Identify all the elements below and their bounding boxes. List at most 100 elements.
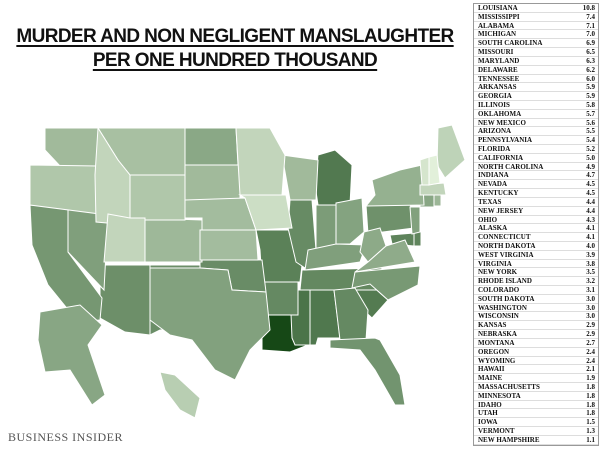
state-name: IOWA bbox=[478, 418, 498, 427]
rate: 2.9 bbox=[586, 330, 595, 339]
state bbox=[184, 164, 241, 201]
state bbox=[335, 197, 365, 245]
state-name: DELAWARE bbox=[478, 65, 518, 74]
rate: 2.1 bbox=[586, 365, 595, 374]
state-name: LOUISIANA bbox=[478, 4, 518, 12]
table-row: PENNSYLVANIA 5.4 bbox=[474, 136, 598, 145]
rate: 2.7 bbox=[586, 338, 595, 347]
rate: 3.0 bbox=[586, 294, 595, 303]
state bbox=[433, 194, 442, 207]
table-row: NEW HAMPSHIRE 1.1 bbox=[474, 436, 598, 445]
state bbox=[44, 127, 99, 167]
state-name: OREGON bbox=[478, 347, 510, 356]
state-name: KANSAS bbox=[478, 321, 507, 330]
rate: 3.2 bbox=[586, 277, 595, 286]
source: BUSINESS INSIDER bbox=[8, 430, 124, 444]
rate: 4.7 bbox=[586, 171, 595, 180]
table-row: NORTH DAKOTA 4.0 bbox=[474, 242, 598, 251]
rate: 7.1 bbox=[586, 21, 595, 30]
table-row: KENTUCKY 4.5 bbox=[474, 189, 598, 198]
state bbox=[419, 156, 430, 186]
state-name: SOUTH CAROLINA bbox=[478, 39, 543, 48]
rate: 3.8 bbox=[586, 259, 595, 268]
table-row: VIRGINIA 3.8 bbox=[474, 260, 598, 269]
rate: 6.3 bbox=[586, 56, 595, 65]
rate: 4.3 bbox=[586, 215, 595, 224]
table-row: OHIO 4.3 bbox=[474, 216, 598, 225]
us-map bbox=[29, 124, 466, 419]
state bbox=[436, 124, 466, 179]
table-row: ARIZONA 5.5 bbox=[474, 127, 598, 137]
table-row: IOWA 1.5 bbox=[474, 418, 598, 427]
table-row: SOUTH CAROLINA 6.9 bbox=[474, 39, 598, 49]
rate: 4.1 bbox=[586, 224, 595, 233]
rate: 1.5 bbox=[586, 418, 595, 427]
state bbox=[354, 239, 416, 273]
table-row: OREGON 2.4 bbox=[474, 348, 598, 357]
state bbox=[235, 127, 286, 196]
table-row: LOUISIANA 10.8 bbox=[474, 4, 598, 13]
state-name: ALASKA bbox=[478, 224, 508, 233]
rate: 5.4 bbox=[586, 136, 595, 145]
state-name: ARIZONA bbox=[478, 127, 512, 136]
rate: 1.9 bbox=[586, 374, 595, 383]
state-name: CALIFORNIA bbox=[478, 153, 524, 162]
table-row: MARYLAND 6.3 bbox=[474, 57, 598, 66]
table-row: NEW MEXICO 5.6 bbox=[474, 119, 598, 128]
rate: 2.9 bbox=[586, 321, 595, 330]
state-name: HAWAII bbox=[478, 365, 505, 374]
table-row: RHODE ISLAND 3.2 bbox=[474, 277, 598, 286]
state-name: COLORADO bbox=[478, 286, 520, 294]
table-row: NORTH CAROLINA 4.9 bbox=[474, 163, 598, 172]
rate: 2.4 bbox=[586, 356, 595, 365]
rate: 4.1 bbox=[586, 233, 595, 242]
state bbox=[199, 229, 259, 261]
state-name: OHIO bbox=[478, 215, 498, 224]
state-name: MISSISSIPPI bbox=[478, 12, 520, 21]
state bbox=[351, 265, 421, 301]
rate: 5.9 bbox=[586, 92, 595, 101]
state-name: INDIANA bbox=[478, 171, 509, 180]
rate: 1.8 bbox=[586, 400, 595, 409]
state-name: MINNESOTA bbox=[478, 391, 521, 400]
table-row: IDAHO 1.8 bbox=[474, 401, 598, 410]
rate: 5.2 bbox=[586, 145, 595, 153]
table-row: COLORADO 3.1 bbox=[474, 286, 598, 295]
table-row: HAWAII 2.1 bbox=[474, 365, 598, 375]
table-row: MASSACHUSETTS 1.8 bbox=[474, 383, 598, 392]
rate: 5.0 bbox=[586, 153, 595, 162]
state-name: NEW YORK bbox=[478, 268, 518, 277]
rate: 5.9 bbox=[586, 83, 595, 92]
rate-table: LOUISIANA 10.8 MISSISSIPPI 7.4 ALABAMA 7.1 MIC… bbox=[473, 3, 599, 446]
rate: 6.9 bbox=[586, 39, 595, 48]
table-row: ARKANSAS 5.9 bbox=[474, 83, 598, 93]
state-name: NORTH DAKOTA bbox=[478, 241, 536, 250]
table-row: MONTANA 2.7 bbox=[474, 339, 598, 348]
state-name: MICHIGAN bbox=[478, 30, 517, 39]
state-name: GEORGIA bbox=[478, 92, 512, 101]
table-row: KANSAS 2.9 bbox=[474, 321, 598, 331]
state bbox=[37, 304, 106, 406]
state-name: UTAH bbox=[478, 409, 498, 418]
rate: 3.9 bbox=[586, 250, 595, 259]
rate: 1.8 bbox=[586, 409, 595, 418]
rate: 7.4 bbox=[586, 12, 595, 21]
table-row: CONNECTICUT 4.1 bbox=[474, 233, 598, 242]
table-row: NEVADA 4.5 bbox=[474, 180, 598, 190]
rate: 4.5 bbox=[586, 180, 595, 189]
table-row: WASHINGTON 3.0 bbox=[474, 304, 598, 313]
table-row: NEW JERSEY 4.4 bbox=[474, 207, 598, 216]
rate: 1.8 bbox=[586, 391, 595, 400]
table-row: OKLAHOMA 5.7 bbox=[474, 110, 598, 119]
rate: 4.4 bbox=[586, 206, 595, 215]
state bbox=[144, 217, 203, 263]
state-name: MISSOURI bbox=[478, 48, 514, 57]
rate: 3.5 bbox=[586, 268, 595, 277]
rate: 4.9 bbox=[586, 162, 595, 171]
rate: 1.3 bbox=[586, 427, 595, 435]
state bbox=[184, 127, 239, 166]
rate: 4.5 bbox=[586, 189, 595, 198]
table-row: INDIANA 4.7 bbox=[474, 171, 598, 181]
rate: 3.0 bbox=[586, 312, 595, 321]
